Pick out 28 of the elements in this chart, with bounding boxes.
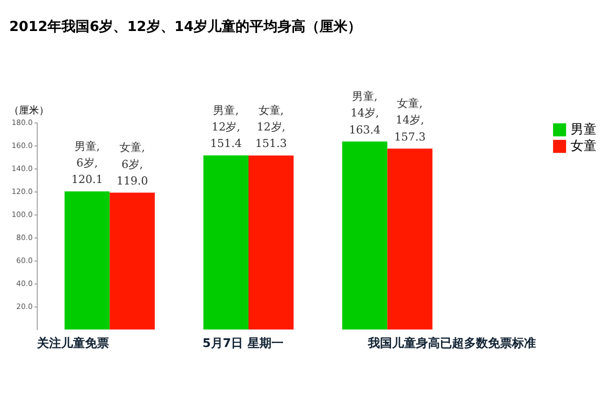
data-label: 女童, 14岁, 157.3 — [394, 97, 426, 144]
y-tick-label: 100.0 — [12, 210, 33, 219]
bar — [110, 192, 155, 330]
y-tick-label: 80.0 — [16, 232, 33, 242]
data-label: 女童, 12岁, 151.3 — [255, 104, 287, 150]
data-label: 男童, 14岁, 163.4 — [348, 90, 381, 136]
text: 5月7日 星期一 — [202, 336, 284, 350]
y-tick-label: 60.0 — [16, 256, 33, 265]
bar — [387, 148, 432, 330]
bar — [248, 155, 294, 330]
y-tick-label: 120.0 — [12, 186, 33, 196]
y-tick-label: 180.0 — [12, 118, 33, 127]
data-label: 女童, 6岁, 119.0 — [116, 141, 148, 188]
text: 我国儿童身高已超多数免票标准 — [367, 336, 536, 350]
y-tick-label: 20.0 — [16, 302, 33, 311]
data-label: 男童, 12岁, 151.4 — [210, 104, 242, 150]
bar — [203, 155, 248, 330]
y-tick-label: 140.0 — [12, 164, 33, 173]
legend-label: 女童 — [570, 138, 597, 154]
y-axis-title: （厘米） — [9, 104, 50, 116]
text: 关注儿童免票 — [36, 336, 109, 350]
data-label: 男童, 6岁, 120.1 — [71, 140, 103, 186]
chart-title: 2012年我国6岁、12岁、14岁儿童的平均身高（厘米） — [9, 18, 362, 36]
y-tick-label: 40.0 — [16, 278, 33, 288]
legend-label: 男童 — [570, 122, 597, 138]
bar — [342, 142, 388, 330]
bar — [64, 191, 110, 330]
y-tick-label: 160.0 — [12, 140, 33, 150]
